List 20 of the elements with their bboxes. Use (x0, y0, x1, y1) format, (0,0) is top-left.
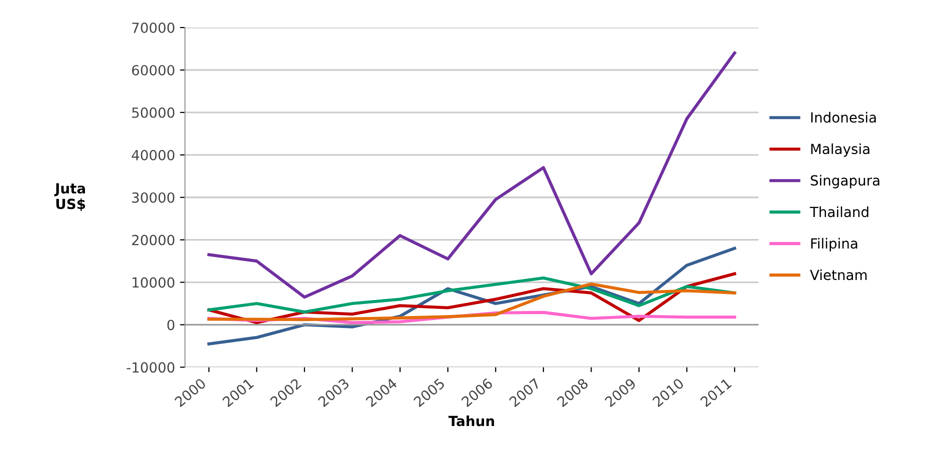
legend-label: Filipina (811, 238, 858, 252)
legend-label: Indonesia (811, 112, 876, 123)
legend-label: Singapura (810, 174, 880, 188)
legend-label: Vietnam (810, 269, 867, 280)
y-tick-label: 30000 (132, 192, 174, 203)
y-tick-label: 60000 (132, 64, 174, 76)
line-series (207, 276, 736, 314)
x-axis-title: Tahun (448, 415, 494, 426)
line-series (207, 51, 736, 299)
y-tick-label: 10000 (132, 277, 174, 288)
y-axis-title: Juta US$ (54, 183, 86, 212)
y-tick-label: 50000 (132, 107, 174, 118)
y-tick-label: 0 (167, 320, 174, 330)
legend-label: Malaysia (811, 143, 870, 157)
y-tick-label: -10000 (126, 362, 174, 373)
line-series (207, 282, 736, 322)
y-tick-label: 20000 (132, 234, 174, 246)
y-tick-label: 70000 (132, 22, 174, 34)
legend-label: Thailand (810, 206, 868, 218)
y-tick-label: 40000 (132, 150, 174, 160)
